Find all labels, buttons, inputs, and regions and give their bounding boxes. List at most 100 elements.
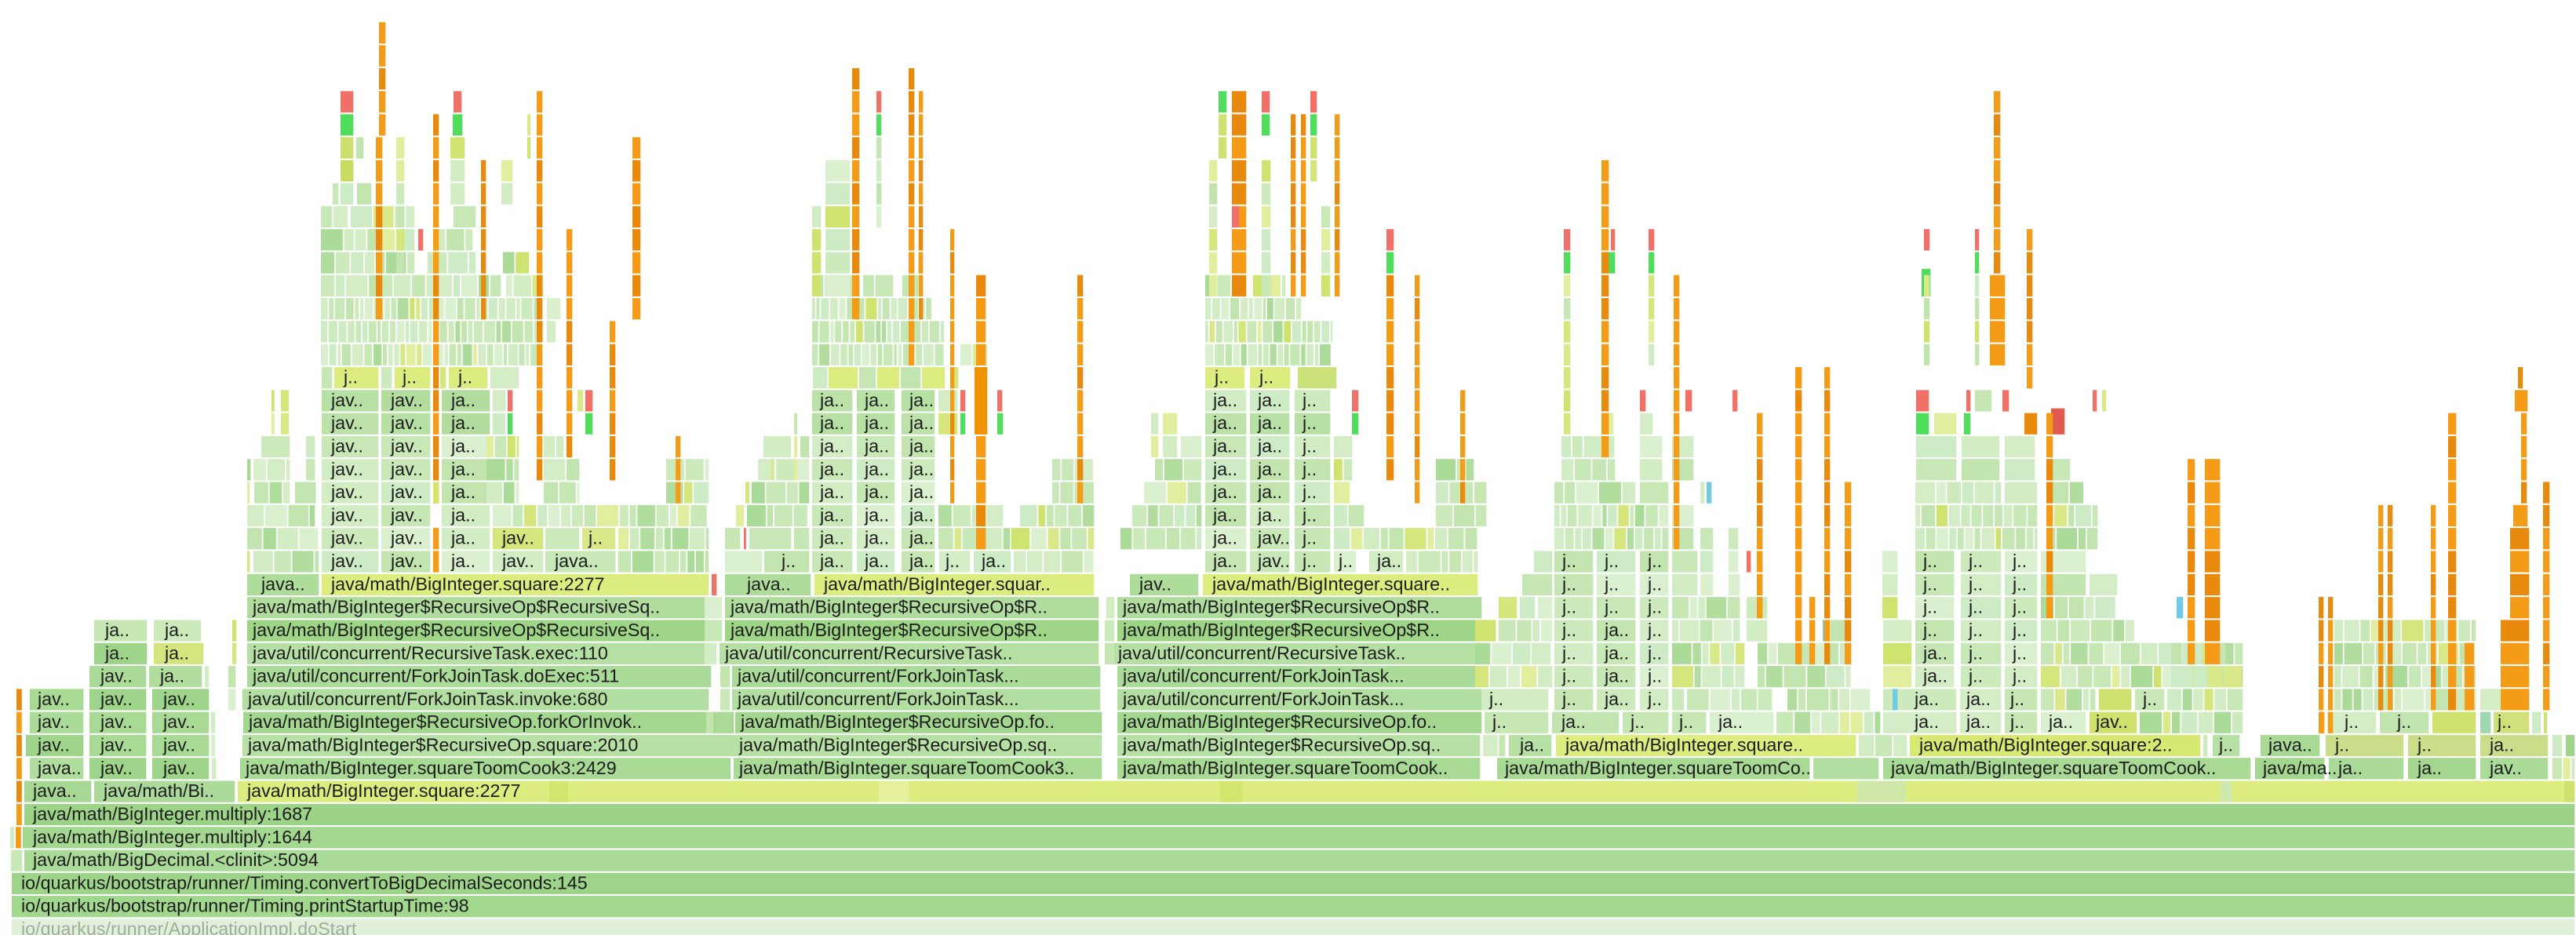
svg-text:java/math/BigInteger.squareToo: java/math/BigInteger.squareToomCook.. [1122,758,1448,778]
svg-text:java/math/BigInteger.squareToo: java/math/BigInteger.squareToomCook3.. [738,758,1074,778]
svg-text:j..: j.. [2497,711,2512,732]
svg-text:j..: j.. [457,367,472,387]
svg-text:j..: j.. [945,551,960,571]
svg-text:j..: j.. [1968,666,1983,686]
svg-text:ja..: ja.. [1914,689,1939,709]
svg-text:ja..: ja.. [1257,482,1282,502]
svg-text:ja..: ja.. [1212,436,1237,457]
svg-text:j..: j.. [1922,551,1937,571]
svg-text:jav..: jav.. [330,390,363,410]
svg-text:ja..: ja.. [1257,390,1282,410]
svg-text:ja..: ja.. [981,551,1006,571]
svg-text:ja..: ja.. [909,413,934,433]
svg-text:ja..: ja.. [450,504,475,525]
svg-text:ja..: ja.. [450,436,475,457]
svg-text:jav..: jav.. [390,413,423,433]
svg-text:jav..: jav.. [100,689,133,709]
svg-text:j..: j.. [1630,711,1645,732]
svg-text:jav..: jav.. [390,436,423,457]
svg-text:java..: java.. [32,780,77,801]
svg-text:j..: j.. [588,528,603,548]
svg-text:java/math/BigDecimal.<clinit>:: java/math/BigDecimal.<clinit>:5094 [32,850,319,870]
svg-text:j..: j.. [1302,390,1317,410]
svg-text:java..: java.. [554,551,599,571]
svg-text:j..: j.. [1302,436,1317,457]
svg-text:ja..: ja.. [1257,504,1282,525]
svg-text:ja..: ja.. [1966,711,1991,732]
svg-text:j..: j.. [343,367,358,387]
svg-text:j..: j.. [1968,597,1983,617]
svg-text:ja..: ja.. [159,666,184,686]
svg-text:ja..: ja.. [864,413,889,433]
svg-text:jav..: jav.. [1139,573,1171,594]
svg-text:java/math/BigInteger$Recursive: java/math/BigInteger$RecursiveOp.fo.. [740,711,1055,732]
svg-text:java..: java.. [746,573,791,594]
svg-text:java..: java.. [2268,735,2312,755]
svg-text:ja..: ja.. [1604,620,1629,640]
svg-text:ja..: ja.. [1604,642,1629,663]
svg-text:ja..: ja.. [864,436,889,457]
svg-text:j..: j.. [2396,711,2411,732]
svg-text:j..: j.. [1561,573,1576,594]
svg-text:ja..: ja.. [2489,735,2514,755]
svg-text:ja..: ja.. [450,551,475,571]
svg-text:java/math/BigInteger$Recursive: java/math/BigInteger$RecursiveOp$R.. [730,597,1048,617]
svg-text:jav..: jav.. [390,504,423,525]
svg-text:ja..: ja.. [450,482,475,502]
svg-text:ja..: ja.. [1519,735,1544,755]
svg-text:jav..: jav.. [100,735,133,755]
svg-text:j..: j.. [2012,573,2027,594]
svg-text:j..: j.. [1647,620,1662,640]
svg-text:j..: j.. [1488,689,1503,709]
svg-text:java..: java.. [37,758,82,778]
svg-text:ja..: ja.. [450,459,475,479]
svg-text:j..: j.. [1302,528,1317,548]
svg-text:ja..: ja.. [909,459,934,479]
svg-text:java/math/BigInteger$Recursive: java/math/BigInteger$RecursiveOp$R.. [1122,597,1440,617]
svg-text:ja..: ja.. [1257,436,1282,457]
svg-text:jav..: jav.. [330,413,363,433]
svg-text:jav..: jav.. [162,735,195,755]
svg-text:java/math/BigInteger$Recursive: java/math/BigInteger$RecursiveOp.fo.. [1122,711,1437,732]
svg-text:ja..: ja.. [2417,758,2442,778]
svg-text:jav..: jav.. [330,528,363,548]
svg-text:j..: j.. [2344,711,2359,732]
svg-text:j..: j.. [1678,711,1693,732]
svg-text:java/math/BigInteger$Recursive: java/math/BigInteger$RecursiveOp.square:… [247,735,638,755]
svg-text:j..: j.. [2012,642,2027,663]
svg-text:ja..: ja.. [864,551,889,571]
svg-text:ja..: ja.. [104,642,129,663]
svg-text:ja..: ja.. [864,504,889,525]
svg-text:java/math/BigInteger.squareToo: java/math/BigInteger.squareToomCook3:242… [245,758,617,778]
svg-text:java/math/BigInteger.square:22: java/math/BigInteger.square:2277 [246,780,520,801]
svg-text:ja..: ja.. [819,504,844,525]
svg-text:ja..: ja.. [2337,758,2363,778]
svg-text:j..: j.. [1492,711,1507,732]
svg-text:jav..: jav.. [330,436,363,457]
svg-text:ja..: ja.. [819,528,844,548]
svg-text:java/math/BigInteger.multiply:: java/math/BigInteger.multiply:1644 [32,827,312,847]
svg-text:java/util/concurrent/ForkJoinT: java/util/concurrent/ForkJoinTask... [1122,689,1405,709]
svg-text:j..: j.. [1968,573,1983,594]
svg-text:jav..: jav.. [390,459,423,479]
svg-text:j..: j.. [2334,735,2349,755]
svg-text:ja..: ja.. [864,528,889,548]
svg-text:ja..: ja.. [819,551,844,571]
svg-text:j..: j.. [1922,620,1937,640]
svg-text:java/math/BigInteger$Recursive: java/math/BigInteger$RecursiveOp.forkOrI… [248,711,642,732]
svg-text:ja..: ja.. [450,413,475,433]
svg-text:j..: j.. [1647,642,1662,663]
svg-text:j..: j.. [2012,666,2027,686]
svg-text:ja..: ja.. [450,390,475,410]
svg-text:j..: j.. [1561,597,1576,617]
svg-text:j..: j.. [1647,689,1662,709]
svg-text:java/math/BigInteger$Recursive: java/math/BigInteger$RecursiveOp$R.. [730,620,1048,640]
svg-text:jav..: jav.. [162,711,195,732]
svg-text:j..: j.. [2012,597,2027,617]
svg-text:ja..: ja.. [1376,551,1401,571]
svg-text:ja..: ja.. [1718,711,1743,732]
svg-text:j..: j.. [2417,735,2432,755]
svg-text:j..: j.. [2012,620,2027,640]
svg-text:j..: j.. [1604,597,1619,617]
svg-text:java/math/BigInteger.square:2.: java/math/BigInteger.square:2.. [1918,735,2172,755]
